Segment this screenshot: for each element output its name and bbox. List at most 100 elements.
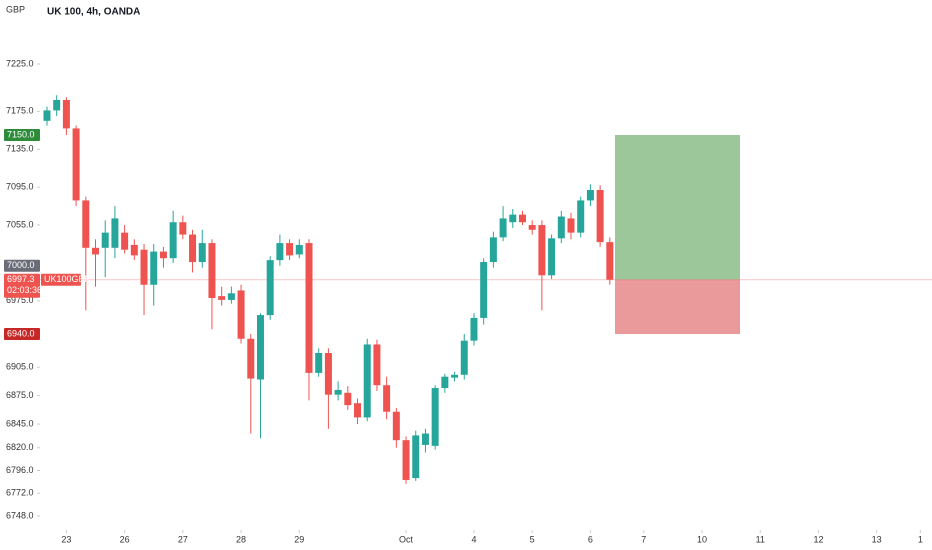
candle-body — [528, 225, 536, 230]
candle-body — [441, 376, 449, 389]
y-tick-label: 6905.0 — [6, 362, 34, 372]
candle-body — [354, 403, 362, 418]
candle-body — [596, 189, 604, 243]
candle-body — [140, 249, 148, 285]
countdown-label: 02:03:36 — [7, 285, 42, 295]
x-tick-label: 26 — [120, 534, 130, 544]
y-tick-label: 6796.0 — [6, 465, 34, 475]
x-tick-label: 28 — [236, 534, 246, 544]
candle-body — [111, 218, 119, 248]
candle-body — [383, 385, 391, 412]
profit-zone — [615, 135, 740, 280]
candle-body — [402, 440, 410, 480]
x-tick-label: 1 — [918, 534, 923, 544]
y-tick-label: 7135.0 — [6, 144, 34, 154]
x-tick-label: 4 — [471, 534, 476, 544]
x-tick-label: 23 — [61, 534, 71, 544]
candle-body — [179, 222, 187, 235]
candle-body — [577, 200, 585, 233]
price-tag — [4, 328, 40, 341]
candle-body — [412, 435, 420, 479]
candle-body — [324, 352, 332, 395]
candle-body — [315, 352, 323, 373]
last-price-label: 6997.3 — [7, 274, 35, 284]
candle-body — [344, 392, 352, 406]
candle-body — [256, 315, 264, 380]
y-tick-label: 7175.0 — [6, 106, 34, 116]
price-tag-label: 7000.0 — [7, 260, 35, 270]
x-tick-label: 12 — [813, 534, 823, 544]
y-tick-label: 6875.0 — [6, 390, 34, 400]
candle-body — [43, 110, 51, 121]
price-tag — [4, 259, 40, 272]
candle-body — [82, 200, 90, 248]
candle-body — [460, 340, 468, 375]
y-tick-label: 6845.0 — [6, 418, 34, 428]
candle-body — [518, 214, 526, 223]
candle-body — [189, 234, 197, 263]
x-tick-label: 13 — [872, 534, 882, 544]
candle-body — [101, 232, 109, 248]
candle-body — [538, 225, 546, 276]
candle-body — [305, 243, 313, 373]
candle-body — [295, 244, 303, 255]
candle-body — [121, 232, 129, 250]
loss-zone — [615, 279, 740, 335]
y-tick-label: 7225.0 — [6, 58, 34, 68]
candle-body — [72, 128, 80, 201]
price-tag-label: 7150.0 — [7, 129, 35, 139]
candle-body — [159, 251, 167, 259]
candle-body — [480, 262, 488, 318]
candle-body — [237, 290, 245, 339]
chart-title: UK 100, 4h, OANDA — [47, 7, 140, 18]
price-tag — [4, 129, 40, 142]
candle-body — [373, 344, 381, 386]
x-tick-label: 11 — [756, 534, 765, 544]
candle-body — [606, 242, 614, 280]
y-tick-label: 6820.0 — [6, 442, 34, 452]
candle-body — [208, 243, 216, 299]
x-tick-label: 6 — [588, 534, 593, 544]
y-tick-label: 7055.0 — [6, 219, 34, 229]
candle-body — [451, 374, 459, 378]
candle-body — [499, 218, 507, 238]
x-tick-label: 29 — [294, 534, 304, 544]
candle-body — [198, 243, 206, 263]
x-tick-label: 7 — [641, 534, 646, 544]
x-tick-label: 5 — [530, 534, 535, 544]
candle-body — [509, 214, 517, 223]
last-price-tag — [4, 273, 40, 298]
candle-body — [334, 389, 342, 395]
candle-body — [150, 251, 158, 285]
symbol-label: UK100GBP — [44, 274, 91, 284]
symbol-tag — [41, 273, 81, 286]
candle-body — [92, 247, 100, 255]
y-tick-label: 7095.0 — [6, 182, 34, 192]
candle-body — [470, 317, 478, 341]
x-tick-label: 10 — [697, 534, 707, 544]
candle-body — [392, 411, 400, 441]
candle-body — [227, 293, 235, 300]
candle-body — [62, 99, 70, 129]
candle-body — [266, 260, 274, 316]
x-tick-label: Oct — [399, 534, 414, 544]
price-tag-label: 6940.0 — [7, 328, 35, 338]
candle-body — [557, 216, 565, 239]
candle-body — [363, 344, 371, 418]
candle-body — [130, 244, 138, 256]
x-tick-label: 27 — [178, 534, 188, 544]
candle-body — [431, 388, 439, 446]
candle-body — [548, 238, 556, 276]
candle-body — [53, 99, 61, 111]
candle-body — [586, 189, 594, 201]
candle-body — [276, 243, 284, 261]
candle-body — [489, 237, 497, 263]
candle-body — [567, 218, 575, 233]
y-tick-label: 6772.0 — [6, 488, 34, 498]
candle-body — [247, 338, 255, 379]
y-tick-label: 6975.0 — [6, 295, 34, 305]
candle-body — [286, 243, 294, 256]
y-tick-label: 6748.0 — [6, 510, 34, 520]
candle-body — [169, 222, 177, 259]
